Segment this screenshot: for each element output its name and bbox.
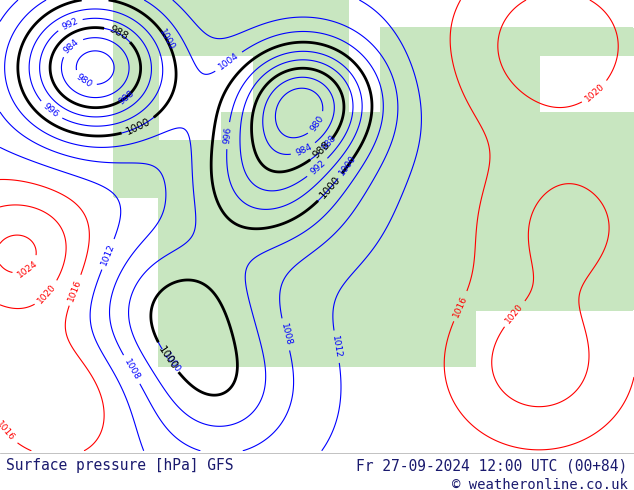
Text: 992: 992: [60, 16, 79, 31]
Text: 1000: 1000: [124, 117, 152, 137]
Text: 988: 988: [320, 133, 338, 152]
Text: 1016: 1016: [451, 294, 469, 318]
Text: 1000: 1000: [318, 174, 343, 201]
Text: 1020: 1020: [584, 82, 607, 103]
Text: 1000: 1000: [338, 153, 358, 177]
Text: Surface pressure [hPa] GFS: Surface pressure [hPa] GFS: [6, 458, 234, 473]
Text: 1008: 1008: [278, 322, 293, 346]
Text: 980: 980: [74, 73, 94, 90]
Text: 1016: 1016: [0, 420, 16, 443]
Text: Fr 27-09-2024 12:00 UTC (00+84): Fr 27-09-2024 12:00 UTC (00+84): [356, 458, 628, 473]
Text: 1020: 1020: [36, 282, 58, 305]
Text: 1004: 1004: [217, 51, 240, 72]
Text: 984: 984: [294, 142, 313, 158]
Text: 1012: 1012: [100, 242, 117, 267]
Text: 1000: 1000: [161, 351, 182, 375]
Text: 984: 984: [62, 37, 81, 55]
Text: 1012: 1012: [330, 335, 343, 359]
Text: 996: 996: [41, 102, 60, 120]
Text: 1000: 1000: [157, 27, 176, 51]
Text: 988: 988: [117, 88, 136, 106]
Text: 980: 980: [309, 114, 327, 133]
Text: 1016: 1016: [67, 278, 83, 302]
Text: © weatheronline.co.uk: © weatheronline.co.uk: [452, 478, 628, 490]
Text: 992: 992: [308, 159, 327, 177]
Text: 988: 988: [107, 24, 129, 42]
Text: 1024: 1024: [16, 259, 40, 279]
Text: 1008: 1008: [122, 357, 141, 382]
Text: 1000: 1000: [156, 344, 179, 371]
Text: 996: 996: [223, 126, 233, 145]
Text: 1020: 1020: [504, 302, 525, 325]
Text: 988: 988: [311, 140, 332, 161]
